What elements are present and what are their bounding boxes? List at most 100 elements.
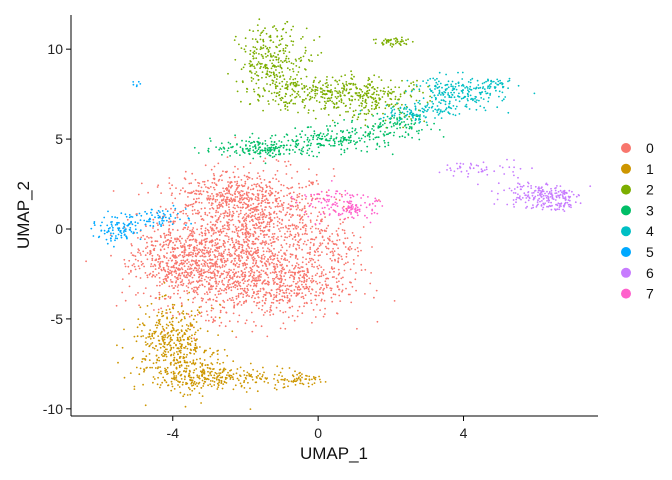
data-point xyxy=(327,129,330,132)
data-point xyxy=(264,52,267,55)
data-point xyxy=(243,213,246,216)
data-point xyxy=(224,376,227,379)
data-point xyxy=(267,151,270,154)
data-point xyxy=(343,263,346,266)
data-point xyxy=(201,395,204,397)
data-point xyxy=(249,136,251,139)
data-point xyxy=(148,273,151,276)
data-point xyxy=(274,270,277,273)
data-point xyxy=(209,372,212,375)
data-point xyxy=(195,382,198,384)
data-point xyxy=(194,362,197,365)
data-point xyxy=(182,187,184,190)
data-point xyxy=(132,356,135,359)
data-point xyxy=(217,242,219,245)
data-point xyxy=(189,233,192,235)
data-point xyxy=(268,262,271,265)
data-point xyxy=(346,84,348,87)
data-point xyxy=(317,183,319,185)
data-point xyxy=(264,302,266,305)
data-point xyxy=(443,99,445,102)
data-point xyxy=(256,282,258,285)
data-point xyxy=(327,114,330,116)
data-point xyxy=(297,207,299,209)
data-point xyxy=(371,86,373,89)
data-point xyxy=(182,228,185,231)
data-point xyxy=(338,272,341,275)
data-point xyxy=(223,277,226,280)
data-point xyxy=(347,110,349,113)
data-point xyxy=(345,255,348,258)
data-point xyxy=(384,101,387,103)
data-point xyxy=(158,339,161,342)
data-point xyxy=(250,198,253,201)
data-point xyxy=(201,363,203,366)
data-point xyxy=(153,347,156,350)
series-0-points xyxy=(85,136,396,340)
data-point xyxy=(252,88,255,91)
data-point xyxy=(468,108,471,110)
data-point xyxy=(344,94,346,97)
data-point xyxy=(166,239,169,242)
data-point xyxy=(247,216,250,218)
data-point xyxy=(290,271,292,273)
data-point xyxy=(245,217,248,220)
data-point xyxy=(228,297,231,300)
data-point xyxy=(301,270,304,272)
data-point xyxy=(295,199,298,202)
data-point xyxy=(273,232,276,235)
data-point xyxy=(236,182,239,185)
data-point xyxy=(268,217,270,220)
data-point xyxy=(198,241,201,244)
data-point xyxy=(161,381,164,384)
data-point xyxy=(172,241,175,244)
data-point xyxy=(304,223,307,226)
data-point xyxy=(327,84,329,86)
data-point xyxy=(306,136,309,139)
data-point xyxy=(448,100,451,103)
data-point xyxy=(313,79,315,82)
data-point xyxy=(374,123,377,125)
data-point xyxy=(181,237,183,240)
data-point xyxy=(245,299,248,302)
data-point xyxy=(226,271,229,274)
data-point xyxy=(196,309,199,312)
data-point xyxy=(186,262,188,265)
data-point xyxy=(275,66,278,68)
data-point xyxy=(377,127,380,129)
data-point xyxy=(285,61,288,64)
data-point xyxy=(188,291,191,294)
data-point xyxy=(245,148,248,150)
data-point xyxy=(311,378,313,381)
data-point xyxy=(157,272,160,275)
data-point xyxy=(191,324,193,326)
data-point xyxy=(170,272,173,274)
data-point xyxy=(182,244,184,247)
data-point xyxy=(178,357,181,359)
data-point xyxy=(319,378,321,381)
data-point xyxy=(200,225,203,228)
data-point xyxy=(275,81,278,83)
data-point xyxy=(271,134,273,137)
data-point xyxy=(151,244,154,247)
data-point xyxy=(368,83,371,85)
data-point xyxy=(308,285,311,288)
data-point xyxy=(429,100,431,102)
data-point xyxy=(249,162,252,165)
data-point xyxy=(283,295,286,298)
data-point xyxy=(197,209,199,212)
data-point xyxy=(275,95,278,98)
data-point xyxy=(202,259,204,261)
data-point xyxy=(394,103,397,106)
data-point xyxy=(172,287,175,289)
data-point xyxy=(270,149,272,152)
data-point xyxy=(145,225,147,228)
data-point xyxy=(474,100,476,103)
data-point xyxy=(117,361,119,364)
data-point xyxy=(312,109,315,112)
data-point xyxy=(163,248,166,251)
data-point xyxy=(207,374,210,377)
data-point xyxy=(234,286,237,289)
data-point xyxy=(242,293,245,296)
data-point xyxy=(245,300,248,303)
